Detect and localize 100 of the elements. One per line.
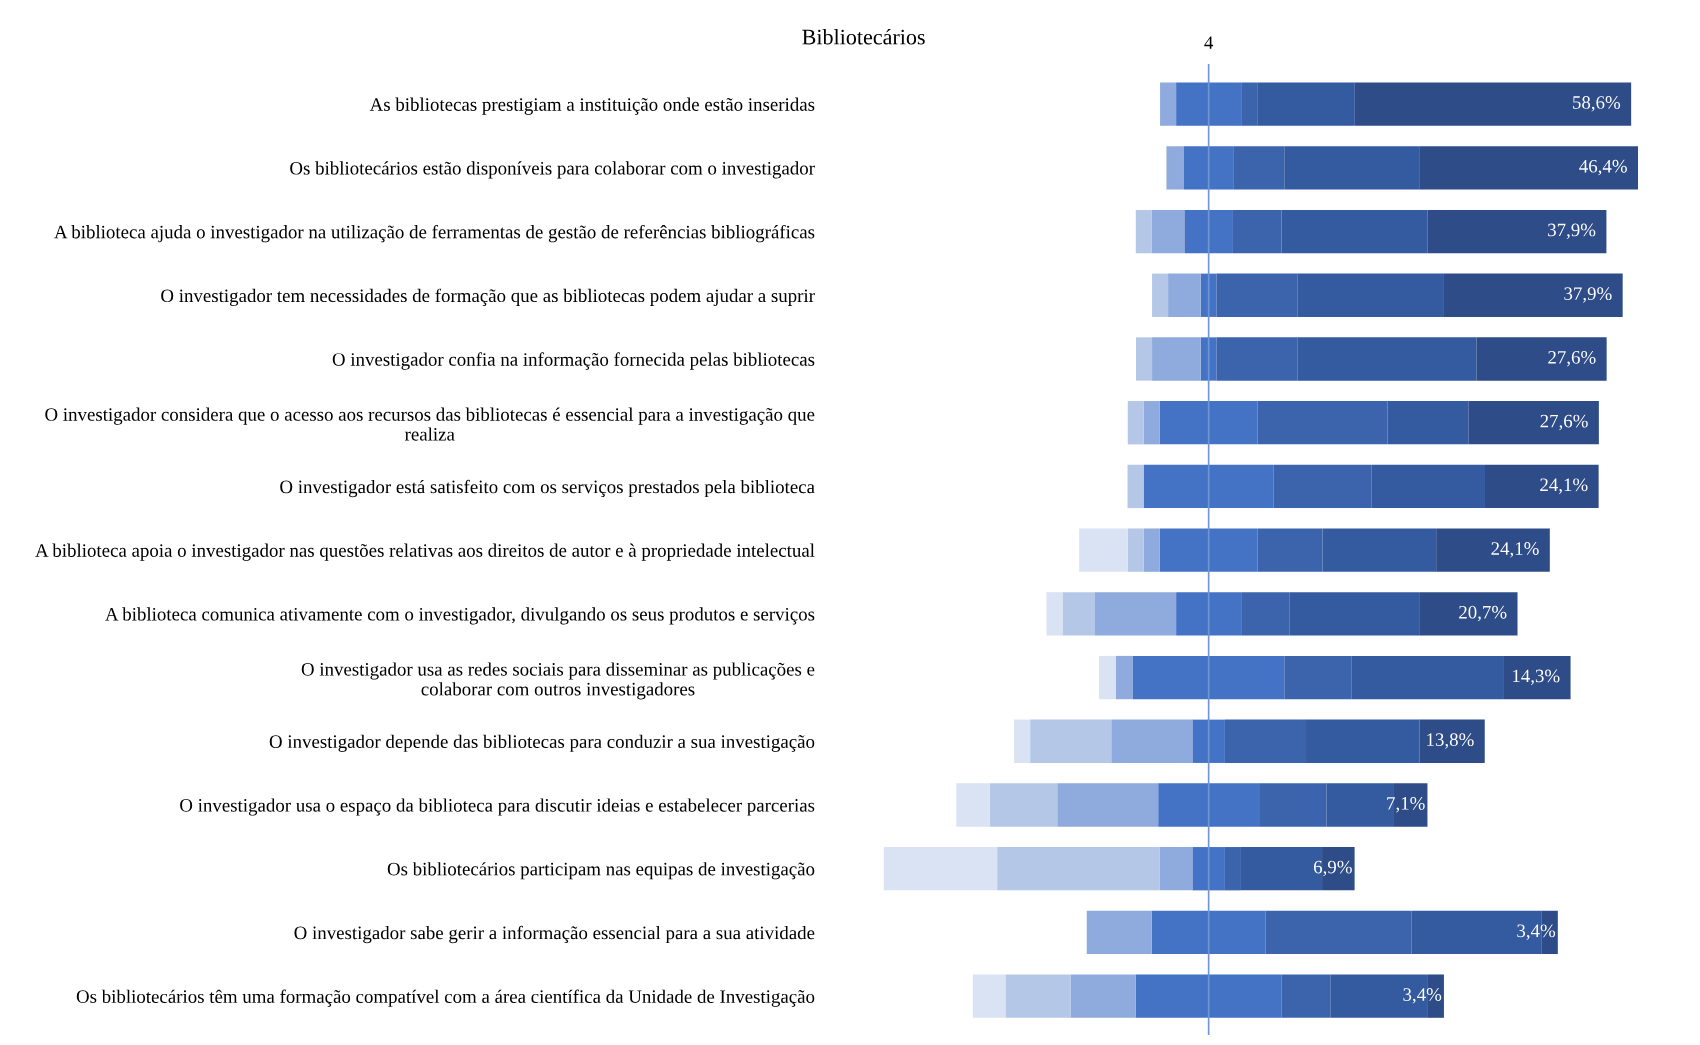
bar <box>883 847 998 891</box>
data-label: 3,4% <box>1517 924 1556 940</box>
y-tick-label: As bibliotecas prestigiam a instituição onde estão inseridas <box>369 97 815 115</box>
bar <box>1257 82 1355 126</box>
bar <box>1216 337 1298 381</box>
bar <box>1419 592 1518 636</box>
y-tick-label: O investigador confia na informação fornecida pelas bibliotecas <box>332 352 815 370</box>
bar <box>1241 82 1258 126</box>
text: 4 <box>1204 36 1214 49</box>
bar <box>1289 592 1420 636</box>
bar <box>1259 783 1327 827</box>
bar <box>1135 209 1152 254</box>
y-tick-label: O investigador está satisfeito com os serviços prestados pela biblioteca <box>280 479 815 498</box>
bar <box>1111 719 1193 763</box>
bar <box>1233 146 1285 190</box>
bar <box>1143 528 1160 572</box>
bar <box>1127 401 1144 445</box>
bar <box>1099 655 1116 700</box>
bar <box>1284 146 1420 190</box>
bar <box>1281 209 1428 254</box>
bar <box>1224 719 1307 763</box>
data-label: 46,4% <box>1579 159 1627 176</box>
bar <box>1468 401 1599 445</box>
bar <box>1484 464 1599 509</box>
bar <box>1005 974 1071 1018</box>
data-label: 24,1% <box>1540 478 1588 494</box>
bar <box>1014 719 1031 763</box>
y-tick-label: O investigador usa o espaço da biblioteca para discutir ideias e estabelecer parcerias <box>180 798 815 816</box>
data-label: 20,7% <box>1459 605 1507 622</box>
bar <box>1371 464 1485 509</box>
bar <box>1281 974 1331 1018</box>
bar <box>1095 592 1177 636</box>
bar <box>1354 82 1632 126</box>
bar <box>1443 273 1623 317</box>
bar <box>1159 847 1193 891</box>
y-tick-label: O investigador tem necessidades de formação que as bibliotecas podem ajudar a suprir <box>161 288 815 307</box>
y-tick-label: O investigador usa as redes sociais para disseminar as publicações e colaborar com outros investigadores <box>301 662 815 700</box>
bar <box>1306 719 1420 763</box>
y-tick-label: O investigador sabe gerir a informação essencial para a sua atividade <box>294 925 815 944</box>
bar <box>1419 719 1485 763</box>
bar <box>1136 337 1153 381</box>
bar <box>1127 528 1144 572</box>
bar <box>956 783 990 827</box>
bar <box>1265 910 1412 955</box>
bar <box>1241 592 1290 636</box>
bar <box>1224 847 1241 891</box>
bar <box>1436 528 1550 572</box>
bar <box>1322 528 1437 572</box>
y-tick-label: A biblioteca comunica ativamente com o investigador, divulgando os seus produtos e serviços <box>105 607 815 625</box>
y-tick-label: Os bibliotecários participam nas equipas de investigação <box>387 862 815 880</box>
bar <box>1046 592 1063 636</box>
bar <box>1070 974 1136 1018</box>
bar <box>1152 337 1201 381</box>
y-tick-label: Os bibliotecários têm uma formação compatível com a área científica da Unidade de Investigação <box>76 989 815 1007</box>
bar <box>1151 209 1185 254</box>
bar <box>1427 209 1607 254</box>
chart-title: Bibliotecários <box>802 28 925 45</box>
data-label: 24,1% <box>1491 542 1539 558</box>
data-label: 7,1% <box>1387 796 1425 813</box>
data-label: 37,9% <box>1564 287 1612 303</box>
bar <box>1257 401 1388 445</box>
data-label: 3,4% <box>1403 988 1442 1004</box>
bar <box>997 847 1160 891</box>
bar <box>1351 655 1504 700</box>
bar <box>1168 273 1201 317</box>
data-label: 6,9% <box>1313 860 1352 877</box>
bar <box>1273 464 1372 509</box>
y-tick-label: O investigador depende das bibliotecas para conduzir a sua investigação <box>269 734 815 752</box>
y-tick-label: A biblioteca ajuda o investigador na utilização de ferramentas de gestão de referências bibliográficas <box>54 224 815 243</box>
bar <box>1257 528 1323 572</box>
bar <box>1387 401 1469 445</box>
bar <box>1127 464 1144 509</box>
data-label: 58,6% <box>1573 96 1621 112</box>
bar <box>1030 719 1112 763</box>
bar <box>1284 655 1352 700</box>
bar <box>1232 209 1282 254</box>
bar <box>1152 273 1169 317</box>
bar <box>1115 655 1133 700</box>
data-label: 27,6% <box>1540 414 1588 431</box>
bar <box>1143 401 1160 445</box>
bar <box>1297 273 1444 317</box>
data-label: 13,8% <box>1427 733 1474 749</box>
bar <box>1166 146 1184 190</box>
data-label: 37,9% <box>1548 223 1596 240</box>
bar <box>1503 655 1571 700</box>
bar <box>1057 783 1159 827</box>
y-tick-label: Os bibliotecários estão disponíveis para colaborar com o investigador <box>290 161 815 179</box>
bar <box>1086 910 1152 955</box>
bar <box>1419 146 1638 190</box>
bar <box>1297 337 1477 381</box>
bar <box>1216 273 1298 317</box>
bar <box>972 974 1006 1018</box>
data-label: 14,3% <box>1513 669 1560 686</box>
y-tick-label: O investigador considera que o acesso aos recursos das bibliotecas é essencial para a investigação que realiza <box>45 407 815 441</box>
bar <box>989 783 1058 827</box>
bar <box>1062 592 1095 636</box>
y-tick-label: A biblioteca apoia o investigador nas questões relativas aos direitos de autor e à propriedade intelectual <box>35 543 815 561</box>
bar <box>1476 337 1607 381</box>
data-label: 27,6% <box>1548 350 1596 367</box>
bar <box>1079 528 1128 572</box>
